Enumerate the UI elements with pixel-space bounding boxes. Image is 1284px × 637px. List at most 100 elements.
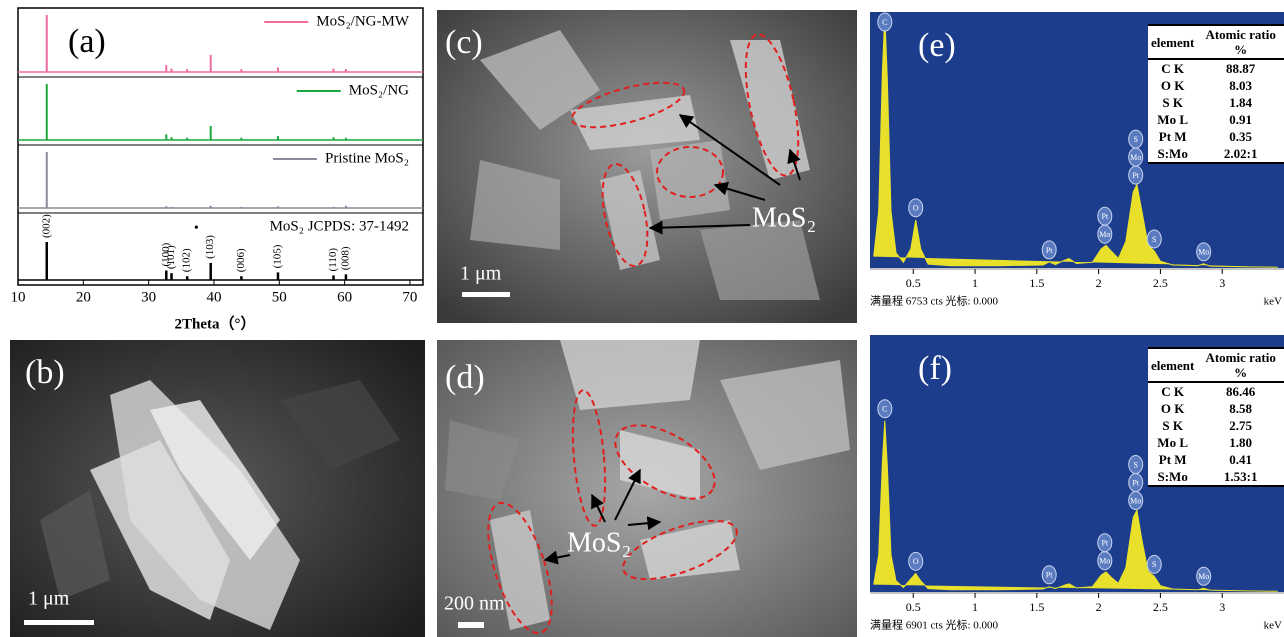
table-cell: C K — [1161, 61, 1185, 76]
sem-image-d: (d) MoS₂ 200 nm — [437, 340, 857, 637]
peak-marker — [1097, 206, 1113, 226]
peak-label: Pt — [1046, 571, 1053, 580]
table-cell: 86.46 — [1226, 384, 1256, 399]
peak-label: Pt — [1132, 478, 1139, 487]
table-cell: 8.03 — [1229, 78, 1253, 93]
peak-label: Pt — [1132, 171, 1139, 180]
scale-bar-label: 200 nm — [444, 593, 505, 615]
table-cell: 0.91 — [1229, 112, 1253, 127]
header-cell: element — [1151, 357, 1195, 373]
scale-bar-label: 1 μm — [28, 588, 70, 610]
table-row: S K 1.84 — [1148, 94, 1284, 111]
x-tick-label: 2 — [1096, 600, 1102, 614]
sem-image-c: (c) MoS₂ 1 μm — [437, 10, 857, 323]
table-cell: Pt M — [1158, 129, 1187, 144]
table-header: element Atomic ratio % — [1148, 25, 1284, 59]
peak-label: Mo — [1198, 572, 1209, 581]
panel-label: (d) — [445, 359, 485, 396]
peak-marker — [1128, 455, 1144, 475]
x-axis-label: 2Theta（°） — [175, 314, 256, 332]
x-axis-label: keV — [1264, 620, 1282, 632]
table-cell: C K — [1161, 384, 1185, 399]
peak-label: S — [1152, 235, 1156, 244]
table-cell: 1.80 — [1229, 435, 1253, 450]
header-row: element Atomic ratio % — [1148, 348, 1284, 382]
x-tick-label: 0.5 — [906, 600, 921, 614]
peak-marker — [1146, 554, 1162, 574]
peak-label: O — [913, 204, 919, 213]
x-tick-label: 0.5 — [906, 276, 921, 290]
x-tick-label: 20 — [76, 289, 91, 305]
peak-label: S — [1133, 460, 1137, 469]
x-axis-label: keV — [1264, 296, 1282, 308]
table-body: C K 88.87 O K 8.03 S K 1.84 Mo L 0.91 Pt M 0.35 S:… — [1148, 59, 1284, 163]
peak-marker — [908, 198, 924, 218]
peak-label: Mo — [1198, 248, 1209, 257]
peak-label: Mo — [1099, 230, 1110, 239]
table-cell: 88.87 — [1226, 61, 1256, 76]
peak-label: Mo — [1099, 557, 1110, 566]
peak-label: O — [913, 557, 919, 566]
header-cell: element — [1151, 34, 1195, 50]
panel-title: (a) — [68, 23, 106, 60]
spectrum — [873, 420, 1278, 592]
annotation: MoS₂ — [752, 202, 816, 233]
legend-label: MoS₂/NG-MW — [316, 13, 410, 29]
x-tick-label: 1.5 — [1029, 600, 1044, 614]
table-row: O K 8.03 — [1148, 77, 1284, 94]
table-cell: S K — [1162, 95, 1183, 110]
spectrum — [873, 13, 1278, 268]
x-tick-label: 60 — [337, 289, 352, 305]
hkl-label: (103) — [204, 235, 216, 259]
panel-title: (e) — [918, 27, 956, 64]
table-cell: 8.58 — [1229, 401, 1253, 416]
x-tick-label: 2 — [1096, 276, 1102, 290]
legend-label: Pristine MoS₂ — [325, 150, 409, 166]
x-tick-label: 40 — [206, 289, 221, 305]
hkl-label: (105) — [272, 244, 284, 268]
peak-marker — [1196, 242, 1212, 262]
data-table: element Atomic ratio % C K 88.87 O K 8.03 S K 1… — [1148, 24, 1284, 164]
annotation: MoS₂ — [567, 527, 631, 558]
table-row: S K 2.75 — [1148, 417, 1284, 434]
table-row: Pt M 0.35 — [1148, 128, 1284, 145]
table-row: Mo L 0.91 — [1148, 111, 1284, 128]
table-cell: 1.53:1 — [1223, 469, 1258, 484]
x-tick-label: 3 — [1219, 276, 1225, 290]
table-cell: 0.41 — [1229, 452, 1253, 467]
annotation: • — [194, 221, 199, 236]
table-row: S:Mo 2.02:1 — [1148, 145, 1284, 163]
panel-title: (f) — [918, 350, 952, 387]
table-body: C K 86.46 O K 8.58 S K 2.75 Mo L 1.80 Pt M 0.41 S:… — [1148, 382, 1284, 486]
peak-marker — [877, 12, 893, 32]
data-table: element Atomic ratio % C K 86.46 O K 8.58 S K 2… — [1148, 347, 1284, 487]
peak-marker — [877, 399, 893, 419]
table-row: C K 88.87 — [1148, 59, 1284, 77]
table-cell: 0.35 — [1229, 129, 1253, 144]
hkl-label: (102) — [181, 248, 193, 272]
peak-label: C — [882, 405, 887, 414]
footer: 满量程 6901 cts 光标: 0.000 — [870, 618, 999, 632]
legend-label: MoS₂ JCPDS: 37-1492 — [270, 218, 409, 234]
peak-marker — [1196, 566, 1212, 586]
peak-marker — [908, 551, 924, 571]
legend-label: MoS₂/NG — [349, 82, 409, 98]
table-cell: Mo L — [1157, 112, 1188, 127]
table-cell: O K — [1160, 78, 1185, 93]
header-cell: Atomic ratio % — [1205, 27, 1276, 57]
table-cell: S:Mo — [1157, 469, 1188, 484]
x-tick-label: 1.5 — [1029, 276, 1044, 290]
header-cell: Atomic ratio % — [1205, 350, 1276, 380]
hkl-label: (008) — [339, 246, 351, 270]
peak-label: Mo — [1130, 153, 1141, 162]
peak-marker — [1041, 565, 1057, 585]
peak-label: S — [1152, 560, 1156, 569]
peak-label: Pt — [1101, 212, 1108, 221]
table-row: C K 86.46 — [1148, 382, 1284, 400]
x-tick-label: 50 — [272, 289, 287, 305]
sem-image-b: (b) 1 μm — [10, 340, 425, 637]
table-row: O K 8.58 — [1148, 400, 1284, 417]
scale-bar-label: 1 μm — [460, 263, 502, 285]
